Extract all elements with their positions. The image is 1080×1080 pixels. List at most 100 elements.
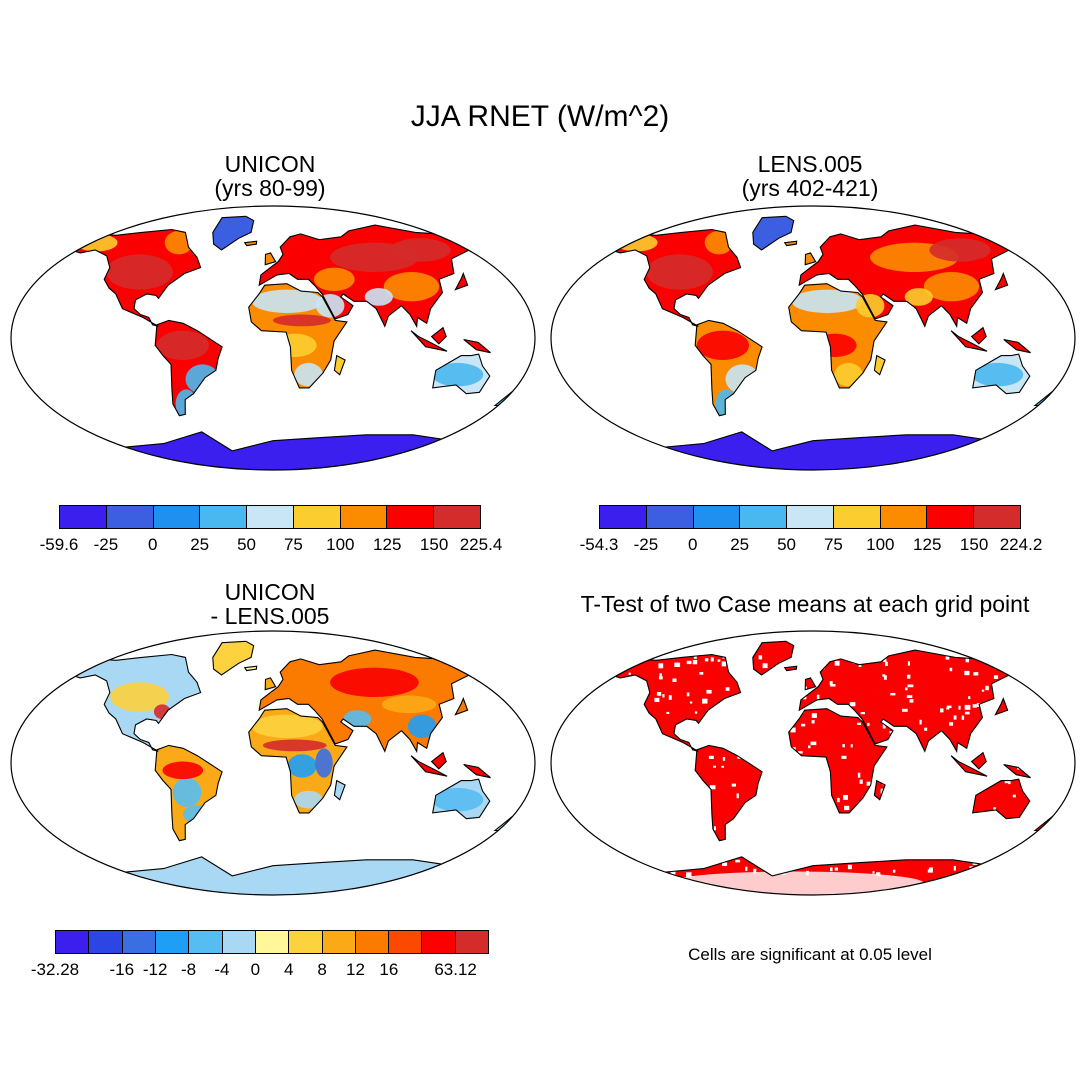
- nonsignificant-cell: [722, 862, 728, 866]
- nonsignificant-cell: [1056, 823, 1058, 827]
- map-lens: [550, 205, 1076, 471]
- figure-title: JJA RNET (W/m^2): [410, 100, 670, 133]
- colorbar-swatch: [355, 931, 390, 953]
- nonsignificant-cell: [830, 867, 833, 872]
- nonsignificant-cell: [699, 672, 704, 675]
- colorbar-swatch: [389, 931, 423, 953]
- colorbar-tick-label: 0: [148, 535, 158, 554]
- nonsignificant-cell: [666, 711, 670, 714]
- nonsignificant-cell: [857, 722, 861, 725]
- colorbar-tick-label: -4: [214, 960, 230, 979]
- nonsignificant-cell: [753, 868, 757, 874]
- nonsignificant-cell: [876, 872, 880, 876]
- nonsignificant-cell: [907, 661, 910, 666]
- coastline: [430, 751, 447, 770]
- coastline: [410, 330, 448, 352]
- field-region: [156, 330, 210, 360]
- colorbar-swatch: [693, 506, 741, 528]
- nonsignificant-cell: [1051, 703, 1058, 708]
- nonsignificant-cell: [849, 702, 856, 707]
- land-uk: [265, 677, 276, 690]
- colorbar-tick-label: 25: [730, 535, 750, 554]
- nonsignificant-cell: [762, 663, 768, 669]
- nonsignificant-cell: [993, 675, 999, 679]
- nonsignificant-cell: [694, 711, 698, 714]
- nonsignificant-cell: [993, 807, 996, 812]
- map-diff: [10, 630, 536, 896]
- nonsignificant-cell: [892, 869, 896, 873]
- nonsignificant-cell: [656, 692, 662, 696]
- nonsignificant-cell: [722, 757, 726, 761]
- coastline: [873, 779, 886, 801]
- nonsignificant-cell: [808, 745, 811, 749]
- field-region: [287, 754, 317, 778]
- coastline: [333, 779, 346, 801]
- nonsignificant-cell: [837, 797, 840, 803]
- colorbar-tick-label: 75: [283, 535, 303, 554]
- coastline: [432, 353, 491, 395]
- nonsignificant-cell: [735, 859, 741, 863]
- colorbar-tick-label: 25: [190, 535, 210, 554]
- field-region: [172, 777, 202, 807]
- nonsignificant-cell: [890, 693, 896, 696]
- colorbar-tick-label: 100: [326, 535, 355, 554]
- colorbar-swatch: [880, 506, 928, 528]
- colorbar-tick-label: -25: [633, 535, 659, 554]
- field-region: [383, 272, 440, 302]
- nonsignificant-cell: [674, 662, 681, 667]
- colorbar-swatch: [106, 506, 154, 528]
- nonsignificant-cell: [790, 727, 796, 733]
- nonsignificant-cell: [993, 858, 996, 863]
- map-border: [10, 630, 536, 896]
- nonsignificant-cell: [811, 713, 817, 718]
- colorbar-tick-label: 225.4: [459, 535, 503, 554]
- field-region: [904, 288, 933, 306]
- field-region: [75, 233, 118, 252]
- nonsignificant-cell: [582, 830, 586, 833]
- colorbar-swatch: [340, 506, 388, 528]
- nonsignificant-cell: [968, 696, 971, 700]
- field-region: [646, 254, 713, 290]
- nonsignificant-cell: [658, 663, 664, 669]
- land-madagascar: [334, 780, 346, 800]
- land-madagascar: [874, 780, 886, 800]
- land-greenland: [212, 216, 254, 250]
- colorbar-swatch: [833, 506, 881, 528]
- nonsignificant-cell: [940, 708, 944, 713]
- coastline: [410, 755, 448, 777]
- land-madagascar: [874, 355, 886, 375]
- nonsignificant-cell: [830, 684, 836, 687]
- land-uk: [805, 252, 816, 265]
- nonsignificant-cell: [909, 699, 914, 703]
- colorbar-swatch: [787, 506, 834, 528]
- land-greenland: [212, 641, 254, 675]
- colorbar-tick-label: 0: [250, 960, 261, 979]
- nonsignificant-cell: [946, 705, 952, 708]
- nonsignificant-cell: [717, 659, 721, 662]
- coastline: [258, 649, 489, 754]
- land-africa: [788, 708, 887, 813]
- nonsignificant-cell: [721, 765, 724, 768]
- colorbar-swatch: [155, 931, 190, 953]
- nonsignificant-cell: [906, 695, 913, 698]
- coastline: [264, 252, 277, 266]
- nonsignificant-cell: [1014, 669, 1017, 673]
- coastline: [1003, 763, 1031, 779]
- colorbar-swatch: [387, 506, 435, 528]
- field-region: [972, 362, 1024, 387]
- field-region: [110, 682, 169, 712]
- nonsignificant-cell: [867, 722, 870, 726]
- colorbar-tick-label: 4: [283, 960, 294, 979]
- nonsignificant-cell: [885, 661, 888, 666]
- nonsignificant-cell: [1038, 832, 1041, 835]
- nonsignificant-cell: [961, 715, 965, 720]
- coastline: [212, 640, 255, 676]
- colorbar-tick-label: -32.28: [30, 960, 80, 979]
- coastline: [994, 696, 1009, 716]
- nonsignificant-cell: [972, 704, 977, 708]
- coastline: [694, 319, 763, 417]
- nonsignificant-cell: [708, 755, 714, 759]
- nonsignificant-cell: [689, 701, 693, 704]
- nonsignificant-cell: [866, 781, 872, 786]
